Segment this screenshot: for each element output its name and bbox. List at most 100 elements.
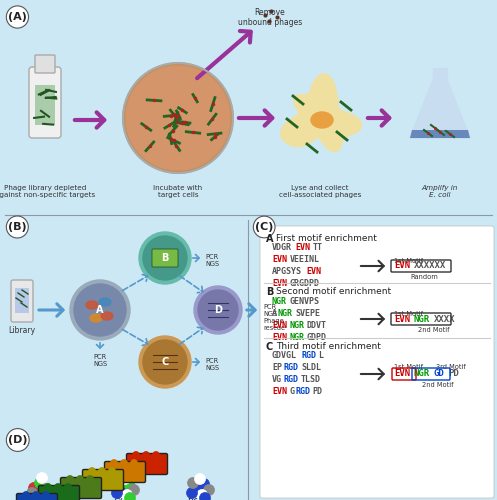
- Text: NGR: NGR: [414, 314, 430, 324]
- Text: A: A: [272, 308, 277, 318]
- Circle shape: [120, 460, 128, 466]
- Text: EVN: EVN: [295, 244, 310, 252]
- FancyBboxPatch shape: [15, 288, 29, 313]
- Polygon shape: [281, 74, 361, 152]
- Text: Library: Library: [8, 326, 36, 335]
- Circle shape: [32, 492, 39, 498]
- Circle shape: [143, 340, 187, 384]
- Ellipse shape: [99, 298, 111, 306]
- Circle shape: [125, 492, 136, 500]
- Circle shape: [70, 280, 130, 340]
- Circle shape: [196, 490, 208, 500]
- Circle shape: [133, 452, 140, 458]
- Text: First motif enrichment: First motif enrichment: [276, 234, 377, 243]
- Text: EVN: EVN: [394, 314, 410, 324]
- Text: 3rd Motif: 3rd Motif: [436, 364, 466, 370]
- Circle shape: [198, 290, 238, 330]
- Ellipse shape: [90, 314, 102, 322]
- Text: TLSD: TLSD: [301, 376, 321, 384]
- Text: EVN: EVN: [394, 370, 410, 378]
- Text: (D): (D): [8, 435, 27, 445]
- Text: NGR: NGR: [30, 498, 50, 500]
- Text: Second motif enrichment: Second motif enrichment: [276, 287, 391, 296]
- Circle shape: [199, 492, 211, 500]
- Text: A: A: [96, 305, 104, 315]
- Circle shape: [74, 284, 126, 336]
- Text: VG: VG: [272, 376, 282, 384]
- Text: B: B: [162, 253, 168, 263]
- Circle shape: [139, 336, 191, 388]
- Circle shape: [37, 490, 49, 500]
- Text: EVN: EVN: [272, 320, 287, 330]
- Circle shape: [28, 482, 39, 494]
- Polygon shape: [433, 68, 447, 80]
- Text: NGR: NGR: [289, 332, 304, 342]
- Circle shape: [30, 490, 42, 500]
- FancyBboxPatch shape: [11, 280, 33, 322]
- Text: NGR: NGR: [272, 296, 287, 306]
- Circle shape: [121, 490, 133, 500]
- Text: NGR: NGR: [278, 308, 293, 318]
- Text: PD: PD: [448, 370, 459, 378]
- Text: XXXXXX: XXXXXX: [414, 262, 446, 270]
- Text: PCR
NGS: PCR NGS: [93, 354, 107, 367]
- Circle shape: [98, 468, 105, 474]
- Circle shape: [198, 478, 210, 490]
- Text: RGD: RGD: [295, 388, 310, 396]
- FancyBboxPatch shape: [152, 249, 178, 267]
- Text: RGD: RGD: [301, 352, 316, 360]
- Circle shape: [86, 476, 93, 482]
- Circle shape: [203, 484, 215, 496]
- Circle shape: [111, 488, 122, 498]
- Text: Incubate with
target cells: Incubate with target cells: [154, 185, 203, 198]
- Text: EVN: EVN: [307, 268, 322, 276]
- Text: EVN: EVN: [272, 332, 287, 342]
- Text: PCR
NGS: PCR NGS: [263, 304, 277, 317]
- Text: PCR
NGS: PCR NGS: [205, 358, 219, 371]
- Circle shape: [153, 452, 160, 458]
- Text: A: A: [266, 234, 273, 244]
- Text: RGD: RGD: [284, 376, 299, 384]
- Circle shape: [88, 468, 95, 474]
- Text: (C): (C): [255, 222, 273, 232]
- Circle shape: [143, 236, 187, 280]
- Circle shape: [77, 476, 83, 482]
- Circle shape: [129, 484, 140, 496]
- Text: Lyse and collect
cell-associated phages: Lyse and collect cell-associated phages: [279, 185, 361, 198]
- Text: GRGDPD: GRGDPD: [289, 280, 320, 288]
- Text: NGR: NGR: [414, 370, 430, 378]
- Circle shape: [40, 484, 52, 494]
- Text: (A): (A): [8, 12, 27, 22]
- Text: (B): (B): [8, 222, 27, 232]
- Circle shape: [26, 488, 37, 498]
- Text: TT: TT: [313, 244, 323, 252]
- Ellipse shape: [101, 312, 113, 320]
- Circle shape: [112, 478, 123, 488]
- Circle shape: [139, 232, 191, 284]
- Circle shape: [123, 63, 233, 173]
- Text: Remove
unbound phages: Remove unbound phages: [238, 8, 302, 28]
- Circle shape: [126, 66, 230, 170]
- Text: RGD: RGD: [187, 498, 207, 500]
- Text: GENVPS: GENVPS: [289, 296, 320, 306]
- Text: DDVT: DDVT: [307, 320, 327, 330]
- Text: EVN: EVN: [394, 262, 410, 270]
- Circle shape: [119, 474, 131, 484]
- Circle shape: [45, 484, 52, 490]
- Text: L: L: [319, 352, 324, 360]
- Text: SVEPE: SVEPE: [295, 308, 320, 318]
- Text: XXXX: XXXX: [434, 314, 455, 324]
- Circle shape: [131, 460, 138, 466]
- Circle shape: [143, 452, 150, 458]
- Text: VDGR: VDGR: [272, 244, 292, 252]
- Text: EVN: EVN: [272, 280, 287, 288]
- Text: 2nd Motif: 2nd Motif: [418, 327, 449, 333]
- Text: NGR: NGR: [289, 320, 304, 330]
- Circle shape: [55, 484, 62, 490]
- Text: C: C: [266, 342, 273, 352]
- Text: GD: GD: [434, 370, 445, 378]
- Text: GSL: GSL: [113, 498, 131, 500]
- Text: C: C: [162, 357, 168, 367]
- Polygon shape: [410, 80, 470, 138]
- Ellipse shape: [311, 112, 333, 128]
